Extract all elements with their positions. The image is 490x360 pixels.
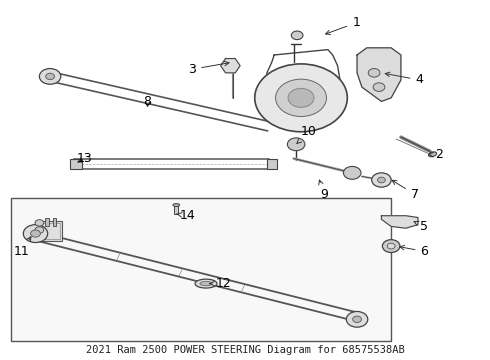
Text: 1: 1 [326, 16, 360, 35]
Text: 7: 7 [392, 180, 418, 201]
Ellipse shape [429, 152, 437, 157]
Circle shape [291, 31, 303, 40]
Circle shape [35, 220, 44, 226]
Circle shape [373, 83, 385, 91]
Circle shape [39, 68, 61, 84]
Text: 11: 11 [14, 237, 31, 258]
Text: 2021 Ram 2500 POWER STEERING Diagram for 68575538AB: 2021 Ram 2500 POWER STEERING Diagram for… [86, 345, 404, 355]
Circle shape [368, 68, 380, 77]
Polygon shape [220, 59, 240, 73]
Text: 8: 8 [144, 95, 151, 108]
Text: 5: 5 [414, 220, 428, 233]
Bar [35, 221, 62, 241]
Bar [52, 217, 56, 226]
Circle shape [288, 138, 305, 151]
Circle shape [382, 240, 400, 252]
Text: 14: 14 [176, 209, 195, 222]
Circle shape [24, 225, 48, 243]
Circle shape [372, 173, 391, 187]
Bar [70, 158, 82, 169]
Ellipse shape [173, 203, 180, 206]
Circle shape [387, 243, 395, 249]
Circle shape [30, 230, 40, 237]
Polygon shape [381, 216, 418, 228]
Text: 2: 2 [429, 148, 443, 162]
Circle shape [343, 166, 361, 179]
Text: 3: 3 [188, 61, 229, 76]
Bar [38, 223, 60, 239]
Circle shape [35, 227, 44, 233]
Bar [267, 158, 277, 169]
Text: 12: 12 [210, 277, 231, 290]
Circle shape [346, 311, 368, 327]
Circle shape [353, 316, 362, 323]
Text: 13: 13 [77, 152, 93, 165]
Text: 9: 9 [319, 180, 328, 201]
Polygon shape [357, 48, 401, 102]
Ellipse shape [200, 282, 212, 286]
Text: 10: 10 [297, 125, 317, 144]
Bar [11, 198, 391, 341]
Circle shape [288, 88, 314, 107]
Bar [174, 206, 178, 214]
Ellipse shape [195, 279, 217, 288]
Circle shape [377, 177, 385, 183]
Circle shape [255, 64, 347, 132]
Text: 4: 4 [385, 72, 423, 86]
Circle shape [46, 73, 54, 80]
Text: 6: 6 [400, 245, 428, 258]
Bar [45, 217, 49, 226]
Circle shape [275, 79, 326, 117]
